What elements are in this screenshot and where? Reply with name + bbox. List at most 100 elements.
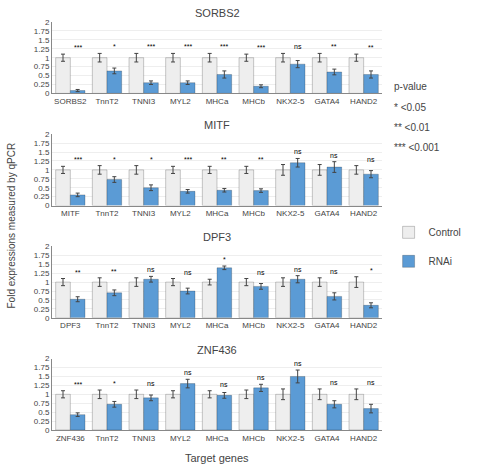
svg-text:1.5: 1.5 bbox=[38, 260, 50, 269]
svg-text:*: * bbox=[150, 156, 153, 163]
svg-text:0: 0 bbox=[45, 314, 50, 323]
svg-text:MHCa: MHCa bbox=[206, 321, 229, 330]
svg-text:0: 0 bbox=[45, 201, 50, 210]
svg-text:ns: ns bbox=[147, 266, 155, 273]
svg-text:***: *** bbox=[147, 43, 155, 50]
svg-text:1.5: 1.5 bbox=[38, 372, 50, 381]
svg-text:0.75: 0.75 bbox=[34, 399, 50, 408]
svg-text:GATA4: GATA4 bbox=[314, 321, 340, 330]
svg-text:0.75: 0.75 bbox=[34, 287, 50, 296]
svg-text:**: ** bbox=[75, 269, 81, 276]
svg-text:GATA4: GATA4 bbox=[314, 434, 340, 443]
svg-text:0.75: 0.75 bbox=[34, 175, 50, 184]
svg-text:1: 1 bbox=[45, 54, 50, 63]
svg-text:ns: ns bbox=[147, 380, 155, 387]
svg-text:* <0.05: * <0.05 bbox=[394, 102, 426, 113]
svg-text:DPF3: DPF3 bbox=[60, 321, 81, 330]
svg-text:***: *** bbox=[74, 381, 82, 388]
svg-text:*: * bbox=[370, 267, 373, 274]
svg-text:HAND2: HAND2 bbox=[350, 321, 378, 330]
svg-text:0: 0 bbox=[45, 426, 50, 435]
svg-text:ns: ns bbox=[257, 269, 265, 276]
svg-text:HAND2: HAND2 bbox=[350, 434, 378, 443]
svg-text:1.75: 1.75 bbox=[34, 251, 50, 260]
svg-text:ns: ns bbox=[294, 266, 302, 273]
svg-text:ns: ns bbox=[184, 269, 192, 276]
svg-text:*: * bbox=[113, 156, 116, 163]
svg-text:TNNI3: TNNI3 bbox=[132, 97, 156, 106]
svg-text:SORBS2: SORBS2 bbox=[195, 7, 240, 19]
svg-text:0.25: 0.25 bbox=[34, 80, 50, 89]
svg-text:0.5: 0.5 bbox=[38, 71, 50, 80]
svg-text:** <0.01: ** <0.01 bbox=[394, 122, 430, 133]
svg-text:2: 2 bbox=[45, 354, 50, 363]
svg-text:TnnT2: TnnT2 bbox=[95, 434, 119, 443]
svg-text:1.75: 1.75 bbox=[34, 27, 50, 36]
svg-text:ZNF436: ZNF436 bbox=[56, 434, 85, 443]
svg-text:1.25: 1.25 bbox=[34, 269, 50, 278]
svg-text:2: 2 bbox=[45, 242, 50, 251]
svg-text:ns: ns bbox=[220, 381, 228, 388]
svg-text:1.25: 1.25 bbox=[34, 381, 50, 390]
svg-text:ns: ns bbox=[330, 379, 338, 386]
svg-text:MITF: MITF bbox=[204, 119, 230, 131]
svg-text:***: *** bbox=[74, 156, 82, 163]
svg-text:MHCb: MHCb bbox=[242, 321, 265, 330]
svg-text:2: 2 bbox=[45, 130, 50, 139]
svg-text:2: 2 bbox=[45, 18, 50, 27]
svg-text:TnnT2: TnnT2 bbox=[95, 97, 119, 106]
svg-text:0.5: 0.5 bbox=[38, 184, 50, 193]
svg-text:NKX2-5: NKX2-5 bbox=[276, 321, 305, 330]
svg-text:0.5: 0.5 bbox=[38, 408, 50, 417]
svg-text:ns: ns bbox=[367, 379, 375, 386]
svg-text:RNAi: RNAi bbox=[429, 256, 452, 267]
svg-text:MHCb: MHCb bbox=[242, 97, 265, 106]
svg-text:0.25: 0.25 bbox=[34, 192, 50, 201]
svg-text:**: ** bbox=[221, 156, 227, 163]
svg-text:**: ** bbox=[111, 268, 117, 275]
svg-text:ns: ns bbox=[367, 156, 375, 163]
svg-text:ZNF436: ZNF436 bbox=[197, 344, 237, 356]
svg-text:MHCa: MHCa bbox=[206, 209, 229, 218]
svg-text:ns: ns bbox=[330, 152, 338, 159]
svg-text:1: 1 bbox=[45, 166, 50, 175]
svg-text:HAND2: HAND2 bbox=[350, 97, 378, 106]
svg-text:NKX2-5: NKX2-5 bbox=[276, 434, 305, 443]
svg-text:SORBS2: SORBS2 bbox=[54, 97, 87, 106]
svg-text:1.75: 1.75 bbox=[34, 363, 50, 372]
svg-text:***: *** bbox=[74, 44, 82, 51]
svg-text:ns: ns bbox=[330, 268, 338, 275]
svg-text:***: *** bbox=[257, 44, 265, 51]
svg-text:MYL2: MYL2 bbox=[170, 321, 191, 330]
svg-text:MYL2: MYL2 bbox=[170, 97, 191, 106]
svg-text:NKX2-5: NKX2-5 bbox=[276, 97, 305, 106]
svg-text:ns: ns bbox=[294, 360, 302, 367]
svg-text:MHCb: MHCb bbox=[242, 209, 265, 218]
svg-text:0.5: 0.5 bbox=[38, 296, 50, 305]
svg-text:1: 1 bbox=[45, 278, 50, 287]
svg-text:ns: ns bbox=[184, 369, 192, 376]
svg-text:***: *** bbox=[184, 43, 192, 50]
svg-text:0.25: 0.25 bbox=[34, 417, 50, 426]
svg-text:**: ** bbox=[258, 156, 264, 163]
svg-text:TNNI3: TNNI3 bbox=[132, 321, 156, 330]
svg-text:1.25: 1.25 bbox=[34, 45, 50, 54]
svg-text:MHCb: MHCb bbox=[242, 434, 265, 443]
svg-text:TNNI3: TNNI3 bbox=[132, 209, 156, 218]
svg-text:TNNI3: TNNI3 bbox=[132, 434, 156, 443]
svg-text:1.5: 1.5 bbox=[38, 148, 50, 157]
svg-text:**: ** bbox=[331, 43, 337, 50]
svg-text:MHCa: MHCa bbox=[206, 97, 229, 106]
svg-text:MYL2: MYL2 bbox=[170, 434, 191, 443]
svg-text:Target genes: Target genes bbox=[185, 452, 249, 464]
svg-text:**: ** bbox=[368, 44, 374, 51]
svg-text:0: 0 bbox=[45, 89, 50, 98]
svg-text:MITF: MITF bbox=[61, 209, 80, 218]
svg-text:*: * bbox=[223, 256, 226, 263]
svg-text:ns: ns bbox=[294, 43, 302, 50]
svg-text:Control: Control bbox=[429, 227, 461, 238]
svg-text:TnnT2: TnnT2 bbox=[95, 209, 119, 218]
svg-text:TnnT2: TnnT2 bbox=[95, 321, 119, 330]
svg-text:ns: ns bbox=[294, 148, 302, 155]
svg-text:GATA4: GATA4 bbox=[314, 209, 340, 218]
